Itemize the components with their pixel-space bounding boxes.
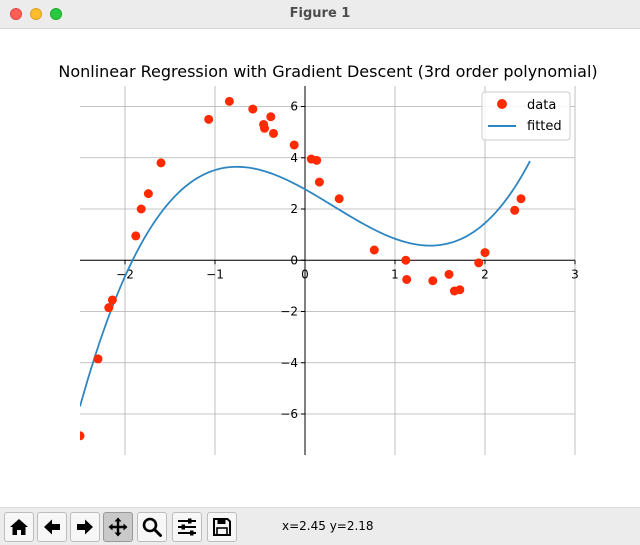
y-tick-label: 6 <box>290 100 298 114</box>
home-button[interactable] <box>4 512 34 542</box>
grid <box>80 86 576 455</box>
navigation-toolbar: x=2.45 y=2.18 <box>0 507 640 545</box>
arrow-right-icon <box>77 519 93 535</box>
data-point <box>401 255 411 265</box>
legend-fitted-label: fitted <box>527 119 562 134</box>
data-point <box>260 123 269 133</box>
data-point <box>80 431 85 441</box>
legend: data fitted <box>481 91 571 141</box>
data-point <box>314 177 324 187</box>
y-tick-label: −4 <box>280 356 298 370</box>
zoom-button[interactable] <box>137 512 167 542</box>
cursor-coordinates: x=2.45 y=2.18 <box>282 519 374 533</box>
minimize-window-button[interactable] <box>30 8 42 20</box>
save-button[interactable] <box>207 512 237 542</box>
fitted-line-layer <box>80 160 531 407</box>
data-point <box>248 104 258 114</box>
close-window-button[interactable] <box>10 8 22 20</box>
arrow-left-icon <box>44 519 60 535</box>
data-point <box>136 204 146 214</box>
maximize-window-button[interactable] <box>50 8 62 20</box>
floppy-disk-icon <box>213 518 231 536</box>
y-tick-label: 4 <box>290 151 298 165</box>
title-bar: Figure 1 <box>0 0 640 29</box>
data-point <box>428 276 438 286</box>
magnifier-icon <box>142 517 162 537</box>
chart[interactable]: Nonlinear Regression with Gradient Desce… <box>0 29 640 507</box>
data-point <box>334 194 344 204</box>
x-tick-label: 1 <box>391 267 399 281</box>
sliders-icon <box>178 518 196 536</box>
window-title: Figure 1 <box>289 6 351 21</box>
fitted-line <box>80 160 531 407</box>
legend-data-label: data <box>527 98 556 113</box>
back-button[interactable] <box>37 512 67 542</box>
data-point <box>455 285 465 295</box>
x-tick-label: 3 <box>571 267 579 281</box>
data-point <box>474 258 484 268</box>
pan-button[interactable] <box>103 512 133 542</box>
y-tick-label: 0 <box>290 253 298 267</box>
figure-canvas[interactable]: Nonlinear Regression with Gradient Desce… <box>0 29 640 507</box>
data-point <box>143 189 153 199</box>
x-tick-label: −1 <box>206 267 224 281</box>
data-point <box>516 194 526 204</box>
move-icon <box>108 517 128 537</box>
data-point <box>204 114 214 124</box>
data-point <box>480 248 490 258</box>
data-points-layer <box>80 96 526 441</box>
data-point <box>131 231 141 241</box>
legend-data-marker <box>497 99 507 109</box>
data-point <box>156 158 166 168</box>
x-tick-label: 0 <box>301 267 309 281</box>
data-point <box>444 269 454 279</box>
data-point <box>402 274 412 284</box>
home-icon <box>10 519 28 535</box>
data-point <box>269 128 278 138</box>
data-point <box>510 205 520 215</box>
configure-subplots-button[interactable] <box>172 512 202 542</box>
y-tick-label: 2 <box>290 202 298 216</box>
y-tick-label: −6 <box>280 407 298 421</box>
data-point <box>369 245 379 255</box>
x-tick-label: 2 <box>481 267 489 281</box>
data-point <box>224 96 234 106</box>
data-point <box>93 354 103 364</box>
axes <box>80 86 576 455</box>
data-point <box>104 303 114 313</box>
data-point <box>266 112 276 122</box>
y-tick-label: −2 <box>280 305 298 319</box>
data-point <box>107 295 117 305</box>
chart-title: Nonlinear Regression with Gradient Desce… <box>58 62 597 81</box>
forward-button[interactable] <box>70 512 100 542</box>
data-point <box>312 155 322 165</box>
data-point <box>289 140 299 150</box>
